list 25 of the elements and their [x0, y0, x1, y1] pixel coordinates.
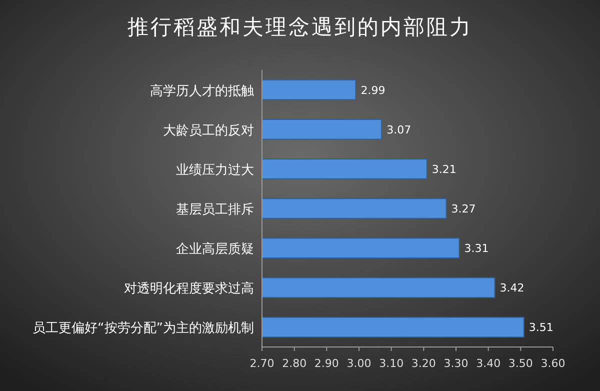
x-tick-label: 3.00	[346, 357, 372, 370]
data-label: 3.07	[386, 123, 412, 136]
y-tick-label: 对透明化程度要求过高	[124, 280, 254, 297]
x-tick-label: 3.40	[476, 357, 501, 370]
x-tick-label: 2.70	[250, 357, 274, 370]
x-tick-label: 3.30	[444, 357, 468, 370]
x-tick-label: 3.10	[379, 357, 404, 370]
data-label: 3.27	[451, 202, 476, 216]
x-tick-label: 3.60	[540, 357, 566, 370]
y-tick-label: 企业高层质疑	[176, 241, 254, 258]
data-label: 2.99	[360, 84, 386, 97]
data-label: 3.51	[528, 321, 554, 334]
y-tick-label: 大龄员工的反对	[163, 123, 254, 138]
data-label: 3.42	[500, 282, 524, 295]
x-tick-label: 3.50	[508, 357, 533, 370]
x-tick-label: 2.90	[314, 357, 339, 370]
y-tick-label: 员工更偏好“按劳分配”为主的激励机制	[32, 320, 254, 336]
data-label: 3.21	[432, 162, 456, 176]
x-tick-label: 3.20	[411, 357, 436, 370]
chart-title: 推行稻盛和夫理念遇到的内部阻力	[128, 15, 472, 39]
x-tick-label: 2.80	[282, 357, 307, 370]
data-label: 3.31	[464, 242, 489, 256]
y-tick-label: 高学历人才的抵触	[150, 82, 254, 99]
y-tick-label: 基层员工排斥	[176, 202, 254, 218]
y-tick-label: 业绩压力过大	[176, 162, 254, 178]
